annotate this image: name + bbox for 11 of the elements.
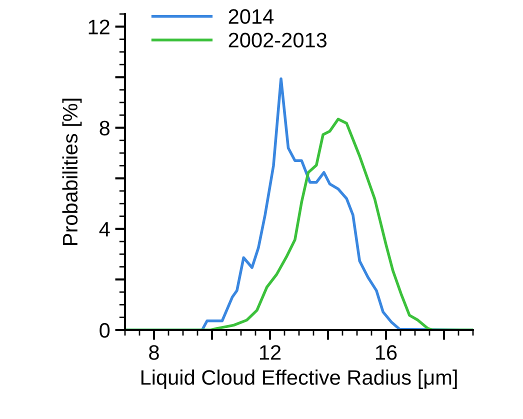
y-axis-title: Probabilities [%] xyxy=(62,98,82,245)
x-tick-label: 16 xyxy=(376,345,397,360)
y-tick-label: 0 xyxy=(100,323,110,338)
x-axis-title: Liquid Cloud Effective Radius [μm] xyxy=(141,370,457,389)
y-tick-label: 4 xyxy=(99,222,110,236)
y-tick-label: 12 xyxy=(88,20,110,34)
legend-label: 2002-2013 xyxy=(228,32,327,48)
y-tick-label: 8 xyxy=(100,120,110,136)
x-tick-label: 8 xyxy=(149,345,159,360)
x-tick-label: 12 xyxy=(260,345,281,360)
legend-label: 2014 xyxy=(228,9,274,24)
